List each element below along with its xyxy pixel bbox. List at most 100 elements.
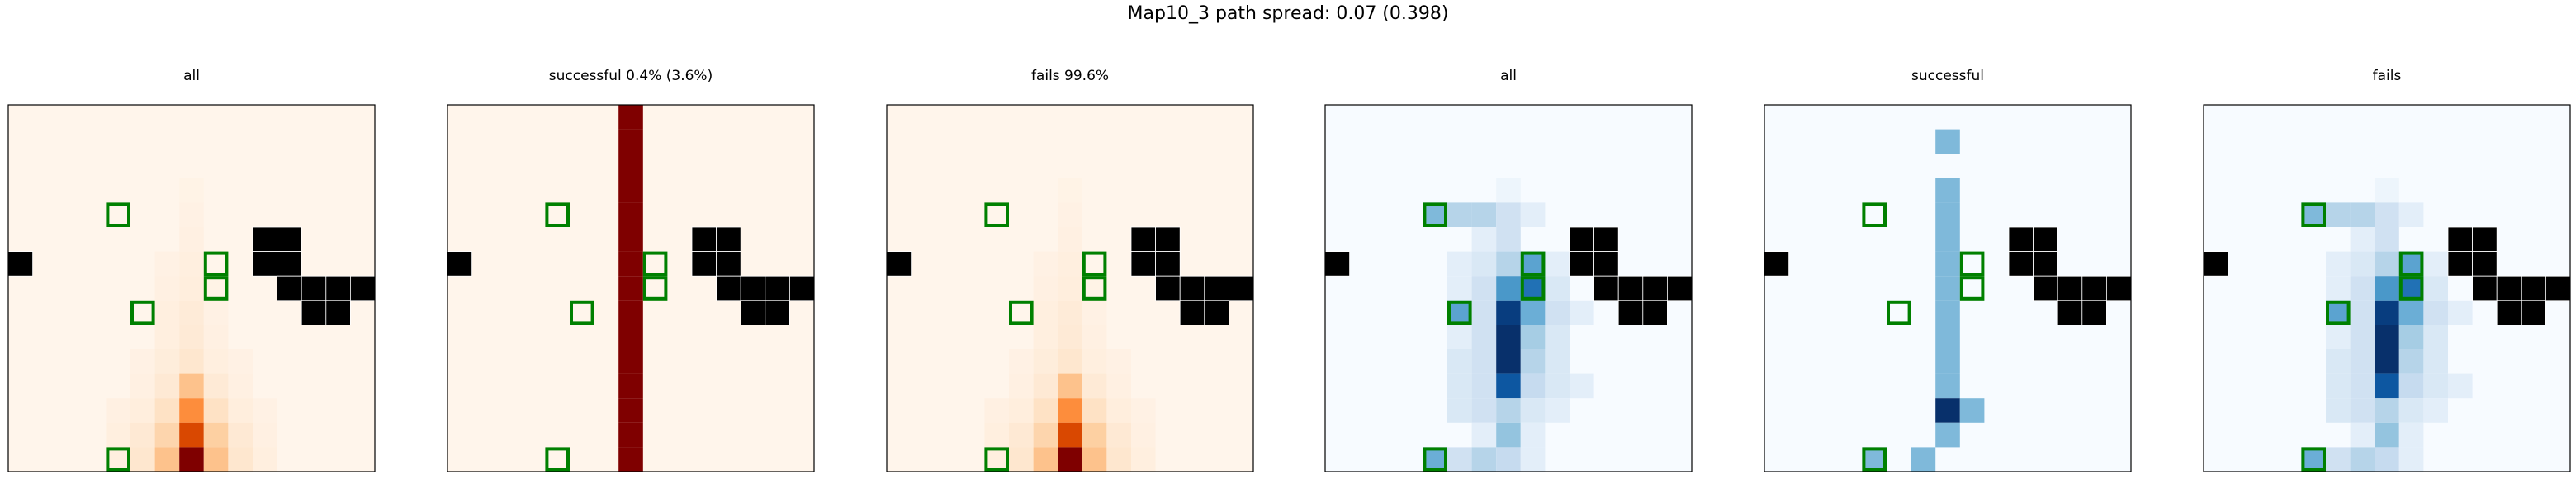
wall-cell: [1617, 300, 1644, 325]
heatmap-cell: [179, 422, 204, 448]
heatmap-cell: [984, 398, 1009, 423]
heatmap-cell: [1447, 300, 1472, 325]
target-marker: [1082, 276, 1107, 301]
heatmap-cell: [2448, 373, 2473, 399]
heatmap-cell: [1131, 398, 1156, 423]
heatmap-cell: [1471, 276, 1497, 301]
panel-2-title: successful 0.4% (3.6%): [548, 68, 713, 84]
wall-cell: [2521, 300, 2546, 325]
heatmap-panel-6: [2203, 104, 2571, 472]
wall-cell: [789, 275, 815, 301]
heatmap-cell: [154, 349, 180, 374]
heatmap-cell: [2448, 300, 2473, 325]
heatmap-cell: [154, 276, 180, 301]
heatmap-cell: [203, 325, 229, 349]
heatmap-cell: [1496, 398, 1521, 423]
target-marker: [1520, 276, 1546, 301]
panel-frame: [7, 104, 376, 472]
wall-cell: [765, 275, 790, 301]
wall-cell: [2081, 300, 2107, 325]
heatmap-cell: [1033, 447, 1058, 472]
heatmap-cell: [1496, 447, 1521, 472]
heatmap-cell: [618, 349, 643, 374]
heatmap-cell: [1447, 251, 1472, 277]
heatmap-cell: [1447, 398, 1472, 423]
heatmap-cell: [179, 349, 204, 374]
heatmap-cell: [1058, 227, 1082, 252]
heatmap-panel-1: [7, 104, 376, 472]
wall-cell: [1569, 251, 1595, 277]
wall-cell: [2033, 226, 2058, 253]
panel-frame: [1324, 104, 1693, 472]
heatmap-cell: [1447, 447, 1472, 472]
heatmap-cell: [1959, 398, 1985, 423]
heatmap-cell: [1058, 300, 1082, 325]
wall-cell: [691, 226, 717, 253]
target-marker: [1887, 300, 1911, 325]
heatmap-cell: [2350, 251, 2375, 277]
heatmap-cell: [1106, 349, 1131, 374]
wall-cell: [886, 251, 912, 277]
target-marker: [2398, 276, 2424, 301]
heatmap-cell: [228, 398, 253, 423]
heatmap-cell: [1082, 300, 1107, 325]
target-marker: [1862, 447, 1887, 472]
wall-cell: [1204, 300, 1229, 325]
heatmap-cell: [154, 447, 180, 472]
heatmap-cell: [618, 202, 643, 227]
heatmap-cell: [1935, 398, 1960, 423]
target-marker: [1959, 251, 1985, 277]
wall-cell: [716, 226, 741, 253]
heatmap-cell: [1106, 422, 1131, 448]
heatmap-cell: [253, 398, 277, 423]
heatmap-cell: [179, 251, 204, 277]
heatmap-cell: [1935, 373, 1960, 399]
heatmap-cell: [618, 373, 643, 399]
heatmap-panel-4: [1324, 104, 1693, 472]
heatmap-cell: [1520, 422, 1546, 448]
target-marker: [1959, 276, 1985, 301]
heatmap-cell: [1862, 447, 1887, 472]
wall-cell: [325, 275, 351, 301]
heatmap-cell: [2398, 325, 2424, 349]
heatmap-cell: [618, 154, 643, 178]
heatmap-cell: [203, 276, 229, 301]
heatmap-cell: [2375, 447, 2399, 472]
heatmap-cell: [130, 447, 155, 472]
heatmap-cell: [154, 300, 180, 325]
wall-cell: [1130, 251, 1157, 277]
heatmap-cell: [1496, 325, 1521, 349]
target-marker: [642, 276, 668, 301]
heatmap-cell: [154, 251, 180, 277]
target-marker: [984, 447, 1010, 472]
heatmap-cell: [1935, 202, 1960, 227]
heatmap-cell: [1033, 398, 1058, 423]
wall-cell: [2472, 226, 2498, 253]
heatmap-cell: [253, 447, 277, 472]
target-marker: [570, 300, 594, 325]
wall-cell: [2057, 275, 2083, 301]
heatmap-cell: [130, 422, 155, 448]
heatmap-cell: [1496, 251, 1521, 277]
heatmap-cell: [203, 373, 229, 399]
heatmap-cell: [1009, 447, 1034, 472]
heatmap-cell: [618, 398, 643, 423]
target-marker: [2301, 202, 2326, 227]
wall-cell: [1593, 251, 1619, 277]
panel-frame: [886, 104, 1254, 472]
heatmap-cell: [2398, 447, 2424, 472]
heatmap-cell: [2350, 202, 2375, 227]
wall-cell: [2496, 300, 2522, 325]
wall-cell: [277, 275, 302, 301]
heatmap-cell: [253, 422, 277, 448]
heatmap-cell: [1520, 276, 1546, 301]
heatmap-cell: [1545, 373, 1570, 399]
target-marker: [1082, 251, 1107, 277]
heatmap-cell: [618, 325, 643, 349]
heatmap-cell: [2326, 251, 2351, 277]
heatmap-cell: [1496, 276, 1521, 301]
heatmap-cell: [1496, 227, 1521, 252]
heatmap-cell: [179, 276, 204, 301]
wall-cell: [1155, 226, 1181, 253]
heatmap-cell: [1496, 178, 1521, 203]
